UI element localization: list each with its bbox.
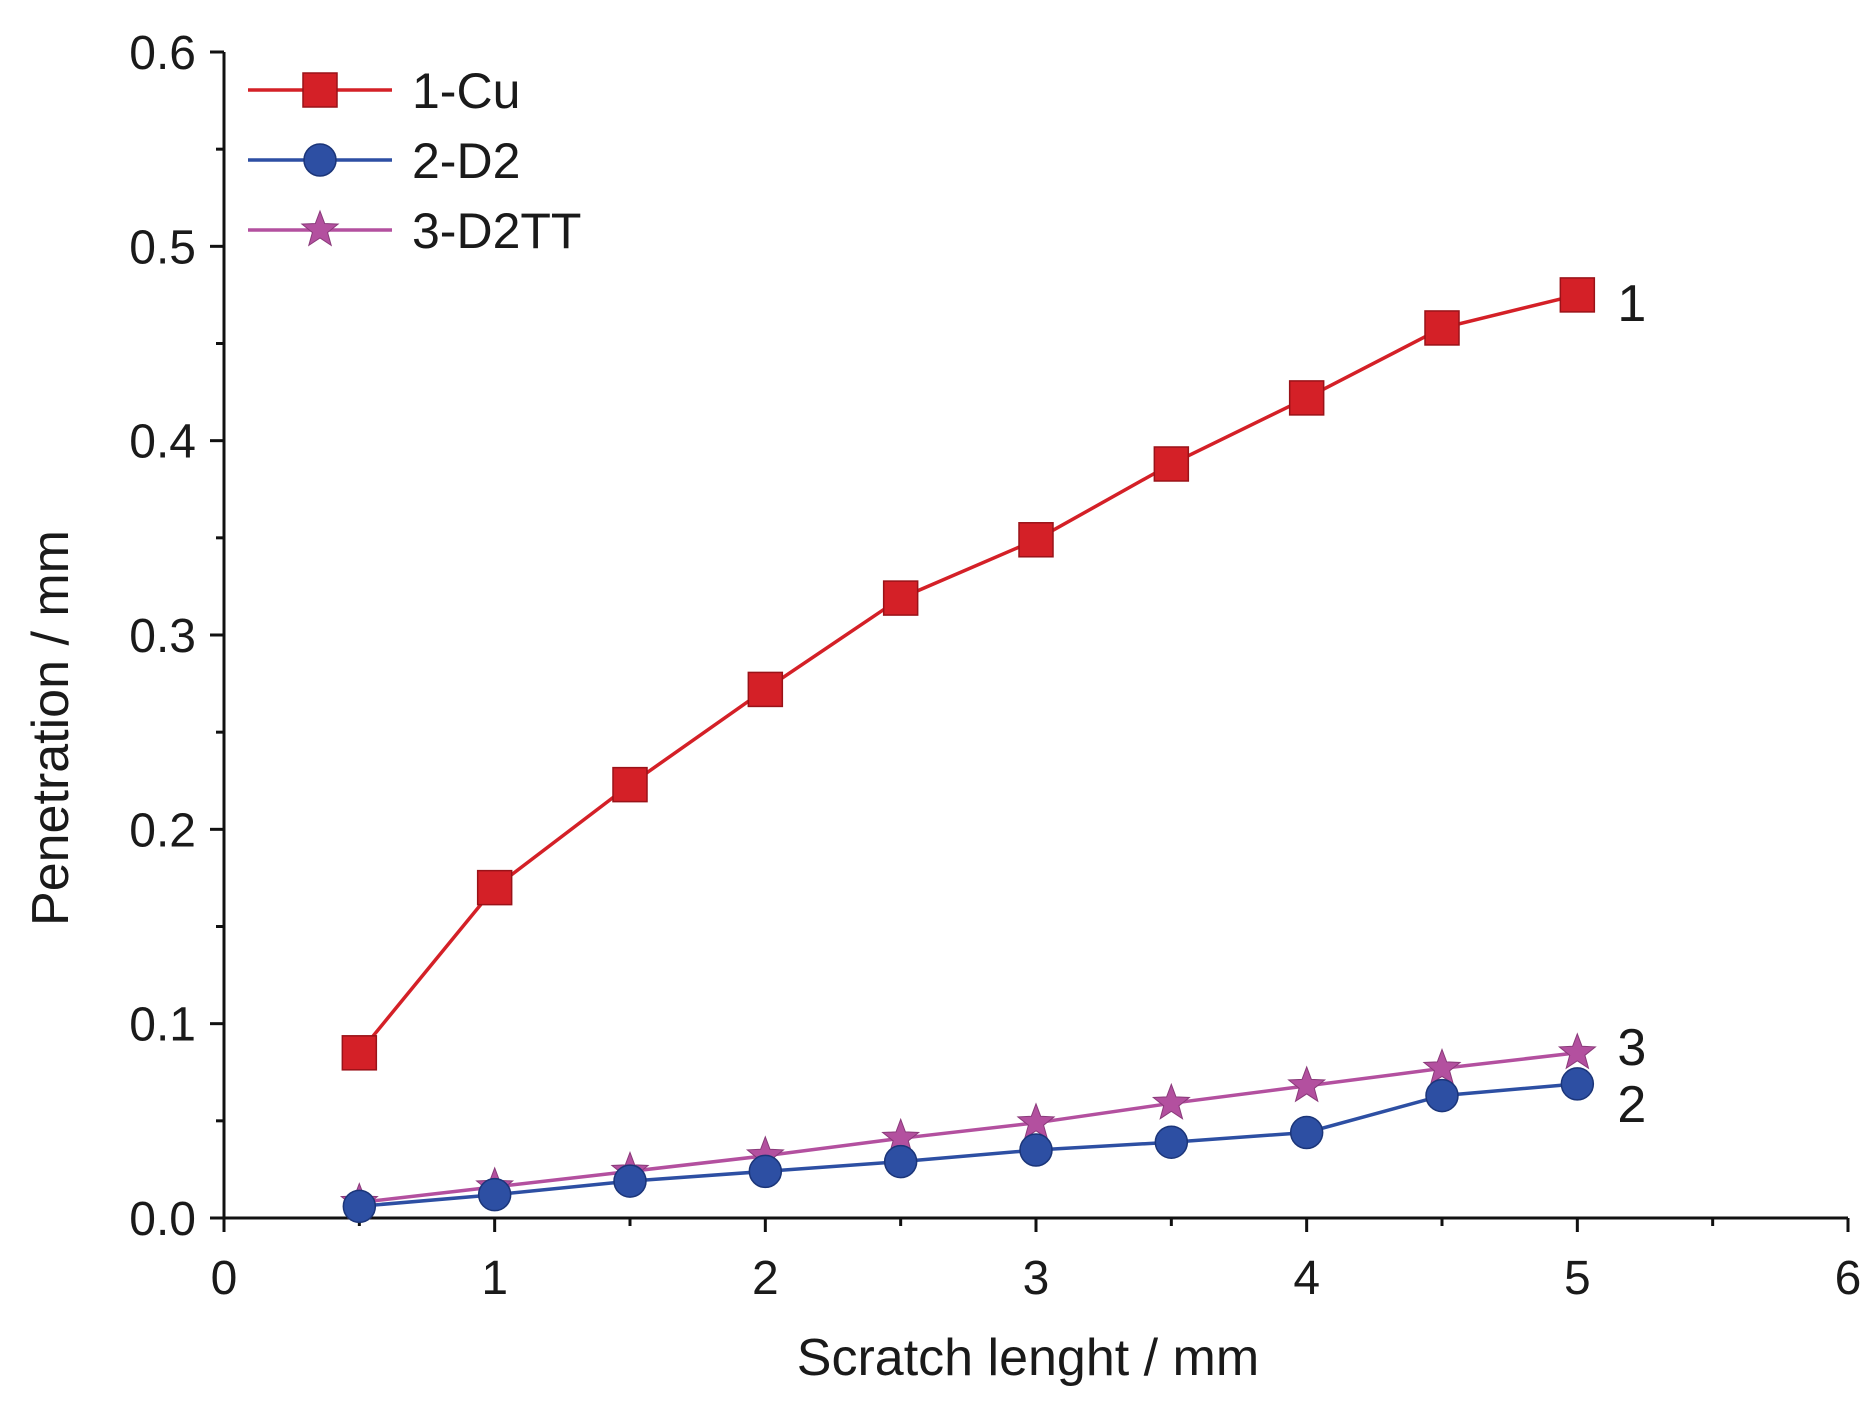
y-tick-label: 0.0 [129,1193,196,1246]
legend-item-2-D2: 2-D2 [248,133,520,189]
data-point-3-D2TT [1016,1102,1056,1140]
data-point-3-D2TT [1422,1047,1462,1085]
series-1-Cu [341,277,1596,1071]
series-end-label: 3 [1617,1019,1646,1077]
x-tick-label: 2 [752,1252,779,1305]
end-labels: 32 1 [1617,275,1646,1134]
data-point-1-Cu [1018,522,1054,558]
data-point-1-Cu [1288,380,1325,416]
y-tick-label: 0.6 [129,27,196,80]
x-tick-label: 4 [1293,1252,1320,1305]
data-point-2-D2 [1154,1125,1189,1159]
data-point-2-D2 [477,1177,512,1212]
y-tick-label: 0.4 [129,416,196,469]
data-point-2-D2 [748,1154,783,1189]
data-point-2-D2 [613,1164,647,1198]
data-point-1-Cu [612,766,648,803]
x-tick-label: 3 [1023,1252,1050,1305]
series-2-D2 [342,1067,1595,1224]
data-point-2-D2 [1560,1067,1595,1101]
series-end-label: 2 [1617,1076,1646,1134]
data-point-2-D2 [1019,1133,1053,1167]
data-point-2-D2 [1425,1078,1459,1113]
x-tick-label: 5 [1564,1252,1591,1305]
legend-marker [302,72,338,108]
x-tick-label: 0 [211,1252,238,1305]
axes: 0 1 2 3 4 5 60.00.10.20.30.40.50.6 [129,27,1861,1305]
data-point-1-Cu [1559,277,1596,313]
series-line-2-D2 [359,1082,1578,1209]
legend-marker [303,143,337,177]
series-end-label: 1 [1617,275,1646,333]
legend: 1-Cu 2-D2 3-D2TT [248,63,581,259]
x-axis-title: Scratch lenght / mm [797,1329,1259,1387]
y-tick-label: 0.1 [129,999,196,1052]
legend-label: 1-Cu [412,63,520,119]
data-point-1-Cu [476,869,513,906]
data-point-1-Cu [341,1035,378,1071]
legend-label: 3-D2TT [412,203,581,259]
legend-label: 2-D2 [412,133,520,189]
x-tick-label: 6 [1835,1252,1862,1305]
legend-item-1-Cu: 1-Cu [248,63,520,119]
y-tick-label: 0.3 [129,610,196,663]
legend-marker [300,209,340,247]
y-tick-label: 0.5 [129,221,196,274]
data-point-3-D2TT [1557,1032,1597,1070]
data-point-1-Cu [882,580,919,616]
data-point-2-D2 [883,1144,918,1179]
y-tick-label: 0.2 [129,804,196,857]
legend-item-3-D2TT: 3-D2TT [248,203,581,259]
series-layer [339,277,1597,1224]
data-point-2-D2 [1289,1115,1324,1150]
data-point-3-D2TT [1151,1082,1191,1120]
data-point-3-D2TT [1287,1065,1327,1103]
series-line-3-D2TT [359,1051,1578,1205]
data-point-1-Cu [747,671,784,708]
x-tick-label: 1 [481,1252,508,1305]
data-point-1-Cu [1153,446,1190,482]
data-point-1-Cu [1424,310,1460,346]
series-line-1-Cu [357,293,1578,1054]
y-axis-title: Penetration / mm [22,530,80,926]
data-point-2-D2 [342,1189,377,1224]
